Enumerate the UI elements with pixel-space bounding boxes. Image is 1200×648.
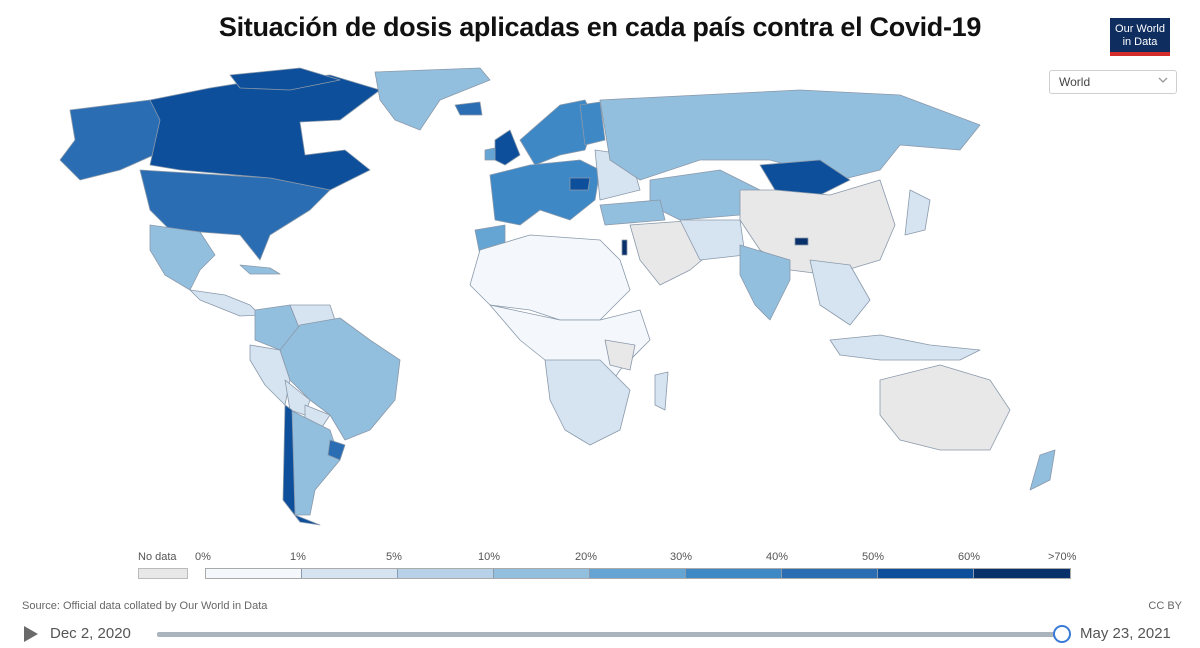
world-map[interactable]: [0, 60, 1200, 540]
legend-label-7: 50%: [862, 551, 885, 563]
legend-label-end: >70%: [1048, 551, 1077, 563]
southeast-asia: [809, 259, 871, 326]
country-madagascar: [654, 371, 669, 411]
legend-no-data-swatch: [138, 568, 188, 579]
license-link[interactable]: CC BY: [1148, 600, 1182, 612]
country-new-zealand: [1029, 449, 1056, 491]
country-argentina: [289, 409, 341, 516]
legend-bin-3: [494, 569, 590, 578]
page-title: Situación de dosis aplicadas en cada paí…: [218, 12, 982, 42]
country-tanzania: [604, 339, 636, 371]
timeline-slider-handle[interactable]: [1053, 625, 1071, 643]
source-note: Source: Official data collated by Our Wo…: [22, 600, 268, 612]
country-turkey: [599, 199, 666, 226]
region-select-value: World: [1059, 75, 1091, 89]
legend-bin-8: [974, 569, 1070, 578]
caribbean: [239, 264, 281, 275]
color-legend: No data 0% 1% 5% 10% 20% 30% 40% 50% 60%…: [130, 548, 1090, 584]
legend-label-3: 10%: [478, 551, 501, 563]
logo-line-2: in Data: [1122, 36, 1158, 48]
country-russia: [599, 89, 981, 181]
country-japan: [904, 189, 931, 236]
country-china: [739, 179, 896, 276]
legend-label-5: 30%: [670, 551, 693, 563]
southern-africa: [544, 359, 631, 446]
legend-label-0: 0%: [195, 551, 211, 563]
country-greenland: [374, 67, 491, 131]
western-europe: [489, 159, 601, 226]
country-finland: [579, 101, 606, 146]
indonesia: [829, 334, 981, 361]
owid-logo[interactable]: Our World in Data: [1110, 18, 1170, 56]
country-australia: [879, 364, 1011, 451]
chevron-down-icon: [1158, 77, 1168, 83]
country-uruguay: [327, 439, 346, 461]
timeline-end-date: May 23, 2021: [1080, 625, 1171, 642]
country-chile: [282, 404, 321, 526]
legend-bin-1: [302, 569, 398, 578]
legend-scale: [205, 568, 1071, 579]
legend-bin-4: [590, 569, 686, 578]
legend-bin-7: [878, 569, 974, 578]
timeline-slider-track[interactable]: [157, 632, 1063, 637]
legend-bin-6: [782, 569, 878, 578]
country-brazil: [279, 317, 401, 441]
country-israel: [621, 239, 628, 256]
legend-label-4: 20%: [575, 551, 598, 563]
country-hungary: [569, 177, 591, 191]
country-india: [739, 244, 791, 321]
legend-label-2: 5%: [386, 551, 402, 563]
legend-no-data-label: No data: [138, 551, 177, 563]
canada-islands: [229, 67, 341, 91]
country-ireland: [484, 147, 496, 161]
region-select[interactable]: World: [1049, 70, 1177, 94]
legend-bin-0: [206, 569, 302, 578]
legend-label-8: 60%: [958, 551, 981, 563]
central-america: [189, 289, 261, 317]
legend-label-6: 40%: [766, 551, 789, 563]
play-icon[interactable]: [24, 626, 38, 642]
country-mongolia: [759, 159, 851, 196]
logo-line-1: Our World: [1115, 23, 1165, 35]
legend-bin-5: [686, 569, 782, 578]
legend-bin-2: [398, 569, 494, 578]
timeline-start-date: Dec 2, 2020: [50, 625, 131, 642]
country-iceland: [454, 101, 483, 116]
country-uk: [494, 129, 521, 166]
country-bhutan: [794, 237, 809, 246]
country-mexico: [149, 224, 216, 291]
country-usa: [139, 169, 331, 261]
legend-label-1: 1%: [290, 551, 306, 563]
